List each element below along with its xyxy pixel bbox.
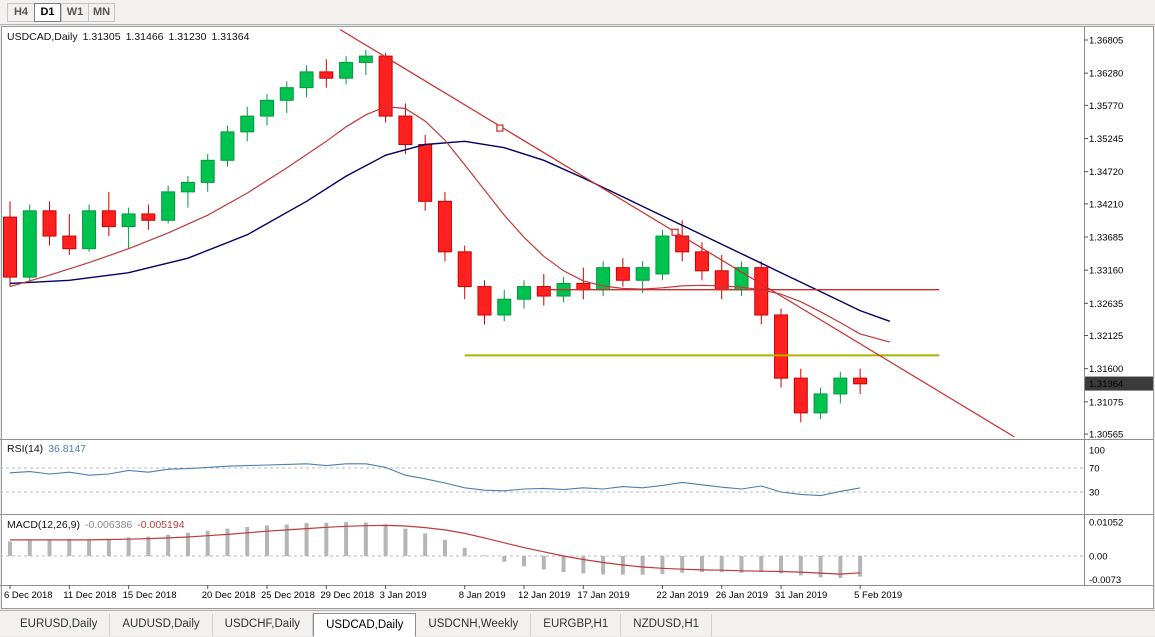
chart-tab-audusd-daily[interactable]: AUDUSD,Daily	[110, 614, 212, 636]
chart-tab-usdcnh-weekly[interactable]: USDCNH,Weekly	[416, 614, 531, 636]
timeframe-button-h4[interactable]: H4	[7, 3, 34, 22]
ohlc-close: 1.31364	[212, 31, 250, 43]
ohlc-high: 1.31466	[126, 31, 164, 43]
macd-name-label: MACD(12,26,9)	[7, 519, 80, 531]
chart-ohlc-header: USDCAD,Daily 1.31305 1.31466 1.31230 1.31364	[7, 31, 254, 43]
rsi-name-label: RSI(14)	[7, 443, 43, 455]
macd-header: MACD(12,26,9) -0.006386 -0.005194	[7, 519, 190, 531]
chart-tab-eurgbp-h1[interactable]: EURGBP,H1	[531, 614, 621, 636]
macd-main-value: -0.006386	[85, 519, 132, 531]
chart-tab-nzdusd-h1[interactable]: NZDUSD,H1	[621, 614, 712, 636]
macd-signal-value: -0.005194	[137, 519, 184, 531]
rsi-header: RSI(14) 36.8147	[7, 443, 91, 455]
chart-symbol-label: USDCAD,Daily	[7, 31, 78, 43]
timeframe-button-mn[interactable]: MN	[88, 3, 115, 22]
timeframe-button-w1[interactable]: W1	[61, 3, 88, 22]
chart-tab-usdchf-daily[interactable]: USDCHF,Daily	[213, 614, 313, 636]
rsi-value: 36.8147	[48, 443, 86, 455]
ohlc-open: 1.31305	[83, 31, 121, 43]
chart-tab-eurusd-daily[interactable]: EURUSD,Daily	[8, 614, 110, 636]
timeframe-button-d1[interactable]: D1	[34, 3, 61, 22]
chart-tab-usdcad-daily[interactable]: USDCAD,Daily	[313, 613, 416, 637]
ohlc-low: 1.31230	[169, 31, 207, 43]
